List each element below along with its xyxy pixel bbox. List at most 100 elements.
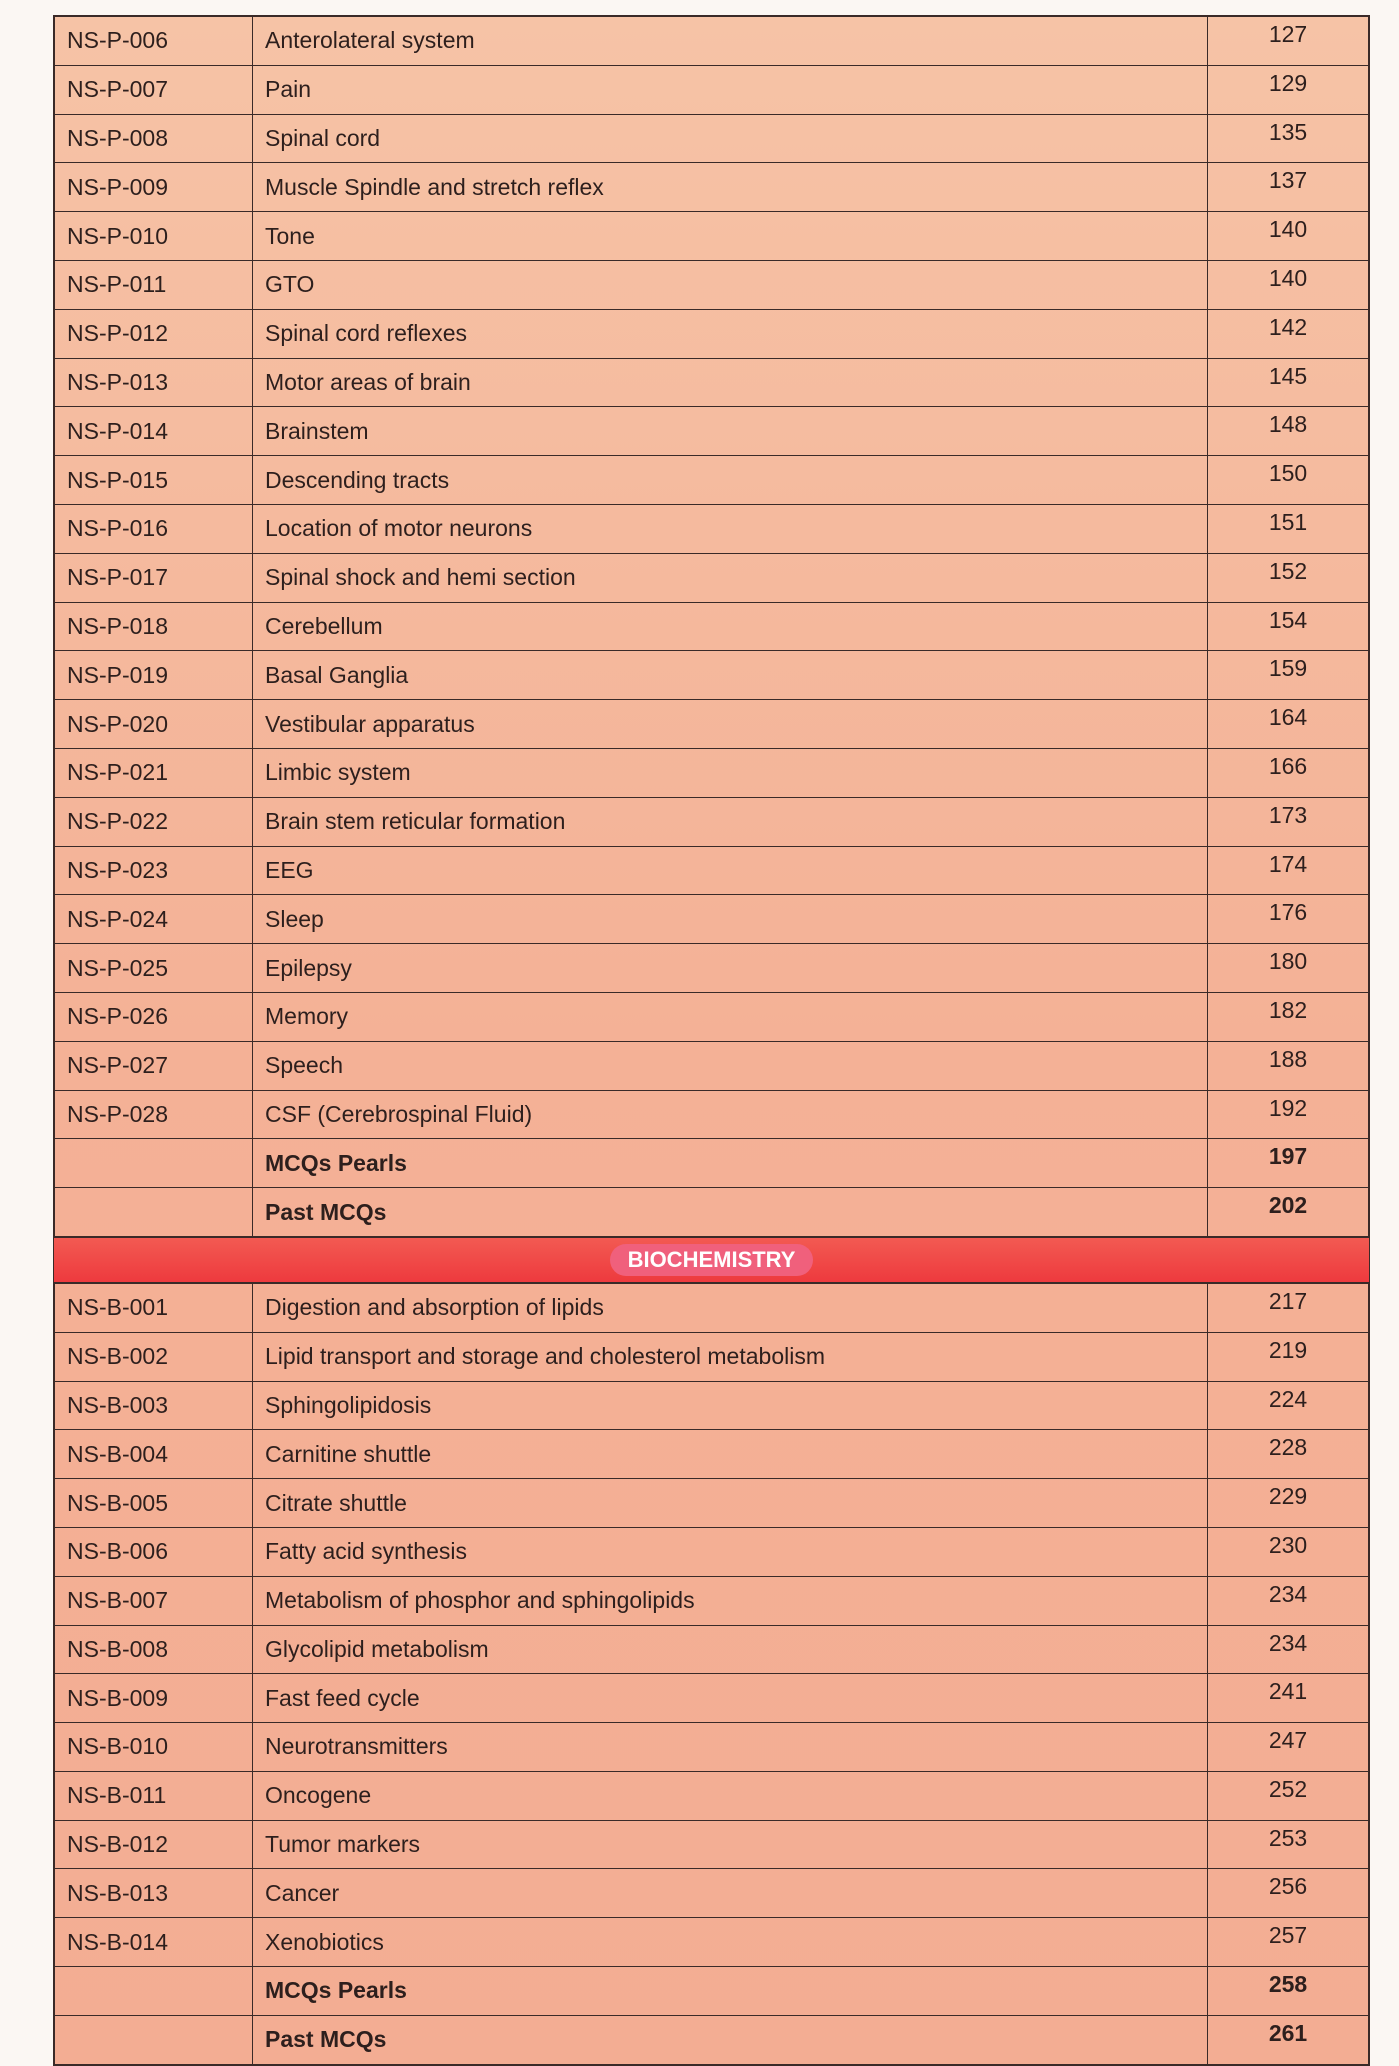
topic-title: Carnitine shuttle bbox=[252, 1429, 1208, 1480]
table-row: NS-B-003 Sphingolipidosis 224 bbox=[54, 1380, 1369, 1431]
page-number: 140 bbox=[1207, 211, 1369, 261]
topic-title: Tone bbox=[252, 211, 1208, 261]
topic-title: Past MCQs bbox=[252, 2014, 1208, 2065]
table-row: NS-P-013 Motor areas of brain 145 bbox=[54, 357, 1369, 408]
table-row: NS-P-009 Muscle Spindle and stretch refle… bbox=[54, 162, 1369, 213]
topic-title: Pain bbox=[252, 64, 1208, 115]
chapter-code: NS-P-009 bbox=[54, 162, 253, 213]
page-number: 154 bbox=[1207, 601, 1369, 652]
page-number: 152 bbox=[1207, 552, 1369, 603]
table-row: NS-P-028 CSF (Cerebrospinal Fluid) 192 bbox=[54, 1089, 1369, 1140]
page-number: 182 bbox=[1207, 991, 1369, 1042]
table-row: NS-P-022 Brain stem reticular formation 17… bbox=[54, 796, 1369, 847]
topic-title: Sleep bbox=[252, 894, 1208, 945]
chapter-code: NS-B-001 bbox=[54, 1282, 253, 1333]
page-number: 145 bbox=[1207, 357, 1369, 408]
topic-title: MCQs Pearls bbox=[252, 1138, 1208, 1189]
page-number: 148 bbox=[1207, 406, 1369, 457]
page-number: 202 bbox=[1207, 1187, 1369, 1237]
chapter-code: NS-B-010 bbox=[54, 1722, 253, 1772]
page-number: 241 bbox=[1207, 1673, 1369, 1724]
table-row: NS-B-012 Tumor markers 253 bbox=[54, 1819, 1369, 1870]
topic-title: CSF (Cerebrospinal Fluid) bbox=[252, 1089, 1208, 1140]
chapter-code: NS-B-009 bbox=[54, 1673, 253, 1724]
topic-title: Muscle Spindle and stretch reflex bbox=[252, 162, 1208, 213]
page-number: 174 bbox=[1207, 845, 1369, 896]
chapter-code bbox=[54, 2014, 253, 2065]
topic-title: Neurotransmitters bbox=[252, 1722, 1208, 1772]
topic-title: Motor areas of brain bbox=[252, 357, 1208, 408]
topic-title: Cerebellum bbox=[252, 601, 1208, 652]
table-row: NS-P-025 Epilepsy 180 bbox=[54, 943, 1369, 993]
table-row: NS-B-002 Lipid transport and storage and … bbox=[54, 1331, 1369, 1382]
table-row: NS-B-009 Fast feed cycle 241 bbox=[54, 1673, 1369, 1724]
topic-title: Brain stem reticular formation bbox=[252, 796, 1208, 847]
table-row: NS-B-005 Citrate shuttle 229 bbox=[54, 1478, 1369, 1528]
topic-title: Brainstem bbox=[252, 406, 1208, 457]
table-row: NS-P-015 Descending tracts 150 bbox=[54, 455, 1369, 505]
topic-title: Limbic system bbox=[252, 747, 1208, 798]
page-number: 257 bbox=[1207, 1917, 1369, 1968]
page-number: 164 bbox=[1207, 699, 1369, 749]
table-row: NS-B-006 Fatty acid synthesis 230 bbox=[54, 1526, 1369, 1577]
chapter-code: NS-P-022 bbox=[54, 796, 253, 847]
page-number: 188 bbox=[1207, 1040, 1369, 1091]
chapter-code: NS-B-005 bbox=[54, 1478, 253, 1528]
page-number: 127 bbox=[1207, 16, 1369, 66]
table-row: NS-P-027 Speech 188 bbox=[54, 1040, 1369, 1091]
table-row: NS-P-010 Tone 140 bbox=[54, 211, 1369, 261]
table-row: NS-P-008 Spinal cord 135 bbox=[54, 113, 1369, 164]
chapter-code: NS-P-006 bbox=[54, 16, 253, 66]
table-row: NS-P-018 Cerebellum 154 bbox=[54, 601, 1369, 652]
page-number: 150 bbox=[1207, 455, 1369, 505]
topic-title: Past MCQs bbox=[252, 1187, 1208, 1237]
topic-title: Memory bbox=[252, 991, 1208, 1042]
chapter-code: NS-B-004 bbox=[54, 1429, 253, 1480]
table-row: NS-P-024 Sleep 176 bbox=[54, 894, 1369, 945]
table-row: NS-P-017 Spinal shock and hemi section 152 bbox=[54, 552, 1369, 603]
physiology-table: NS-P-006 Anterolateral system 127 NS-P-007 P… bbox=[54, 16, 1369, 1237]
table-row: NS-B-008 Glycolipid metabolism 234 bbox=[54, 1624, 1369, 1675]
page-number: 224 bbox=[1207, 1380, 1369, 1431]
table-row: NS-B-007 Metabolism of phosphor and sphin… bbox=[54, 1575, 1369, 1626]
page-number: 166 bbox=[1207, 747, 1369, 798]
page-number: 217 bbox=[1207, 1282, 1369, 1333]
topic-title: Fast feed cycle bbox=[252, 1673, 1208, 1724]
topic-title: Spinal cord bbox=[252, 113, 1208, 164]
page-number: 129 bbox=[1207, 64, 1369, 115]
chapter-code: NS-P-016 bbox=[54, 503, 253, 554]
chapter-code: NS-P-020 bbox=[54, 699, 253, 749]
topic-title: GTO bbox=[252, 259, 1208, 310]
topic-title: Metabolism of phosphor and sphingolipids bbox=[252, 1575, 1208, 1626]
topic-title: Basal Ganglia bbox=[252, 650, 1208, 701]
chapter-code: NS-P-025 bbox=[54, 943, 253, 993]
chapter-code: NS-P-027 bbox=[54, 1040, 253, 1091]
table-row: NS-P-007 Pain 129 bbox=[54, 64, 1369, 115]
chapter-code: NS-P-024 bbox=[54, 894, 253, 945]
chapter-code: NS-P-015 bbox=[54, 455, 253, 505]
table-row: NS-P-012 Spinal cord reflexes 142 bbox=[54, 308, 1369, 359]
table-row: MCQs Pearls 258 bbox=[54, 1966, 1369, 2016]
chapter-code: NS-P-026 bbox=[54, 991, 253, 1042]
chapter-code: NS-P-023 bbox=[54, 845, 253, 896]
topic-title: Descending tracts bbox=[252, 455, 1208, 505]
page-number: 252 bbox=[1207, 1770, 1369, 1821]
chapter-code bbox=[54, 1187, 253, 1237]
table-row: NS-B-011 Oncogene 252 bbox=[54, 1770, 1369, 1821]
topic-title: MCQs Pearls bbox=[252, 1966, 1208, 2016]
chapter-code: NS-B-006 bbox=[54, 1526, 253, 1577]
topic-title: Xenobiotics bbox=[252, 1917, 1208, 1968]
chapter-code: NS-B-003 bbox=[54, 1380, 253, 1431]
chapter-code: NS-B-013 bbox=[54, 1868, 253, 1919]
table-row: NS-P-011 GTO 140 bbox=[54, 259, 1369, 310]
page-number: 261 bbox=[1207, 2014, 1369, 2065]
topic-title: Epilepsy bbox=[252, 943, 1208, 993]
page-number: 256 bbox=[1207, 1868, 1369, 1919]
topic-title: Glycolipid metabolism bbox=[252, 1624, 1208, 1675]
page-number: 229 bbox=[1207, 1478, 1369, 1528]
chapter-code: NS-P-011 bbox=[54, 259, 253, 310]
page-number: 219 bbox=[1207, 1331, 1369, 1382]
section-title: BIOCHEMISTRY bbox=[609, 1243, 814, 1276]
topic-title: Sphingolipidosis bbox=[252, 1380, 1208, 1431]
page-number: 173 bbox=[1207, 796, 1369, 847]
